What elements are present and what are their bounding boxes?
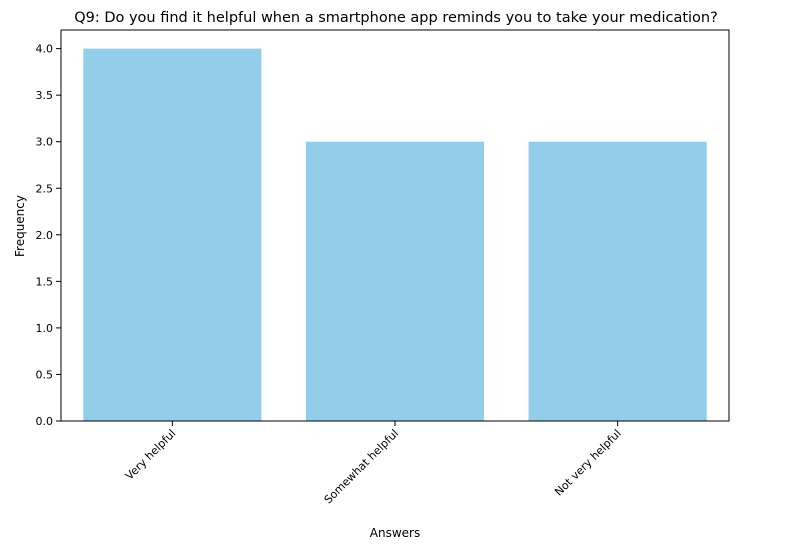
bar-not-very-helpful: [528, 141, 707, 421]
y-tick-label: 1.5: [36, 275, 54, 288]
x-axis-label: Answers: [370, 526, 420, 540]
y-tick-label: 4.0: [36, 43, 54, 56]
x-tick-label: Very helpful: [123, 427, 179, 483]
x-tick-label: Somewhat helpful: [322, 427, 401, 506]
bar-somewhat-helpful: [305, 141, 485, 421]
y-tick-label: 2.5: [36, 182, 54, 195]
y-tick-label: 0.0: [36, 415, 54, 428]
y-axis: 0.0 0.5 1.0 1.5 2.0 2.5 3.0 3.5 4.0: [36, 43, 61, 428]
y-tick-label: 1.0: [36, 322, 54, 335]
x-axis: Very helpful Somewhat helpful Not very hel…: [123, 421, 624, 506]
x-tick-label: Not very helpful: [552, 427, 624, 499]
bar-very-helpful: [83, 48, 262, 422]
chart-title: Q9: Do you find it helpful when a smartp…: [74, 10, 718, 26]
y-tick-label: 3.0: [36, 136, 54, 149]
y-tick-label: 0.5: [36, 368, 54, 381]
y-axis-label: Frequency: [13, 195, 27, 257]
bars-group: [83, 48, 707, 422]
y-tick-label: 2.0: [36, 229, 54, 242]
y-tick-label: 3.5: [36, 89, 54, 102]
